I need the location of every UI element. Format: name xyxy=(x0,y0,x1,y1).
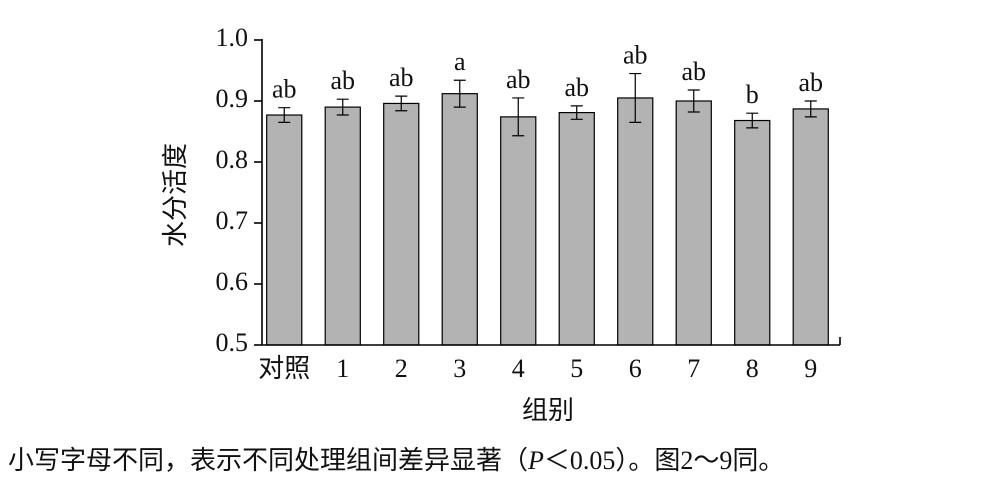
error-bar xyxy=(570,105,583,120)
error-bar xyxy=(629,72,642,123)
error-bar xyxy=(687,89,700,113)
significance-letter: ab xyxy=(506,65,531,94)
y-tick-label: 0.8 xyxy=(216,145,249,174)
y-tick-label: 0.9 xyxy=(216,84,249,113)
significance-letter: ab xyxy=(389,63,414,92)
error-bar xyxy=(278,107,291,123)
error-bar xyxy=(512,97,525,137)
bar xyxy=(500,116,537,346)
significance-letter: ab xyxy=(623,41,648,70)
significance-letter: ab xyxy=(330,66,355,95)
y-tick-label: 0.7 xyxy=(216,206,249,235)
bar xyxy=(266,114,303,346)
error-bar xyxy=(804,100,817,118)
x-tick-label: 9 xyxy=(804,354,817,383)
x-tick-label: 6 xyxy=(629,354,642,383)
error-bar xyxy=(395,95,408,112)
significance-letter: ab xyxy=(272,75,297,104)
x-tick-label: 4 xyxy=(512,354,525,383)
caption-text: ＜0.05）。图2～9同。 xyxy=(544,446,785,475)
x-tick-label: 3 xyxy=(453,354,466,383)
significance-letter: b xyxy=(746,80,759,109)
y-axis-label: 水分活度 xyxy=(161,143,190,247)
x-tick-label: 1 xyxy=(336,354,349,383)
error-bar xyxy=(453,79,466,108)
y-tick-label: 1.0 xyxy=(216,23,249,52)
x-tick-label: 8 xyxy=(746,354,759,383)
error-bar xyxy=(746,112,759,129)
significance-letter: ab xyxy=(681,57,706,86)
bar xyxy=(383,102,420,346)
x-tick-label: 2 xyxy=(395,354,408,383)
bar xyxy=(558,111,595,346)
significance-letter: a xyxy=(454,47,466,76)
bar xyxy=(734,119,771,346)
caption-text: P xyxy=(527,446,544,475)
bar xyxy=(324,106,361,346)
y-tick-label: 0.5 xyxy=(216,328,249,357)
x-axis-label: 组别 xyxy=(522,396,574,425)
caption-text: 小写字母不同，表示不同处理组间差异显著（ xyxy=(8,446,528,475)
error-bar xyxy=(336,98,349,116)
bar xyxy=(792,108,829,346)
x-tick-label: 对照 xyxy=(258,354,310,383)
significance-letter: ab xyxy=(564,73,589,102)
x-tick-label: 7 xyxy=(687,354,700,383)
bar xyxy=(617,97,654,346)
bar xyxy=(675,100,712,346)
significance-letter: ab xyxy=(798,68,823,97)
bar xyxy=(441,93,478,346)
caption: 小写字母不同，表示不同处理组间差异显著（P＜0.05）。图2～9同。 xyxy=(8,446,784,475)
x-tick-label: 5 xyxy=(570,354,583,383)
y-tick-label: 0.6 xyxy=(216,267,249,296)
